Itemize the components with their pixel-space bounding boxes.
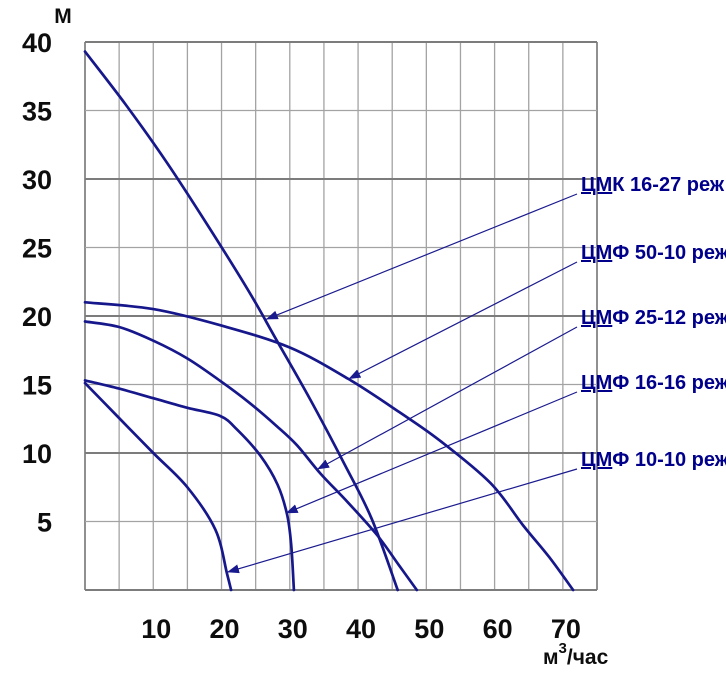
x-axis-unit-label: м3/час [543, 640, 609, 669]
leader-line-ЦМФ-50-10-реж [348, 261, 578, 380]
series-label-ЦМФ-16-16-реж: ЦМФ 16-16 реж [581, 372, 726, 394]
x-tick-label-60: 60 [483, 614, 513, 644]
y-tick-label-15: 15 [22, 371, 52, 401]
y-tick-label-5: 5 [37, 508, 52, 538]
leader-line-ЦМФ-10-10-реж [226, 468, 578, 574]
series-label-ЦМФ-50-10-реж: ЦМФ 50-10 реж [581, 242, 726, 264]
series-curve-ЦМФ-16-16-реж [83, 379, 296, 592]
series-label-ЦМФ-25-12-реж: ЦМФ 25-12 реж [581, 307, 726, 329]
x-tick-label-10: 10 [141, 614, 171, 644]
y-tick-label-10: 10 [22, 439, 52, 469]
x-tick-label-50: 50 [414, 614, 444, 644]
leader-lines-layer [226, 193, 578, 574]
series-curve-ЦМК-16-27-реж [83, 50, 400, 592]
series-label-ЦМК-16-27-реж: ЦМК 16-27 реж [581, 174, 725, 196]
x-tick-label-40: 40 [346, 614, 376, 644]
series-curve-ЦМФ-10-10-реж [83, 381, 233, 592]
y-tick-label-40: 40 [22, 28, 52, 58]
curves-layer [83, 50, 575, 592]
x-tick-label-30: 30 [278, 614, 308, 644]
leader-line-ЦМФ-25-12-реж [316, 326, 578, 470]
y-tick-label-25: 25 [22, 234, 52, 264]
series-curve-ЦМФ-25-12-реж [83, 320, 419, 592]
grid-layer [84, 40, 598, 592]
y-tick-label-20: 20 [22, 302, 52, 332]
leader-line-ЦМК-16-27-реж [265, 193, 578, 320]
series-labels-layer: ЦМК 16-27 реж ЦМФ 50-10 реж ЦМФ 25-12 реж Ц… [581, 174, 726, 471]
y-axis-unit-label: М [54, 5, 72, 28]
leader-line-ЦМФ-16-16-реж [285, 391, 578, 514]
x-tick-label-70: 70 [551, 614, 581, 644]
series-label-ЦМФ-10-10-реж: ЦМФ 10-10 реж [581, 449, 726, 471]
y-tick-label-30: 30 [22, 165, 52, 195]
x-tick-label-20: 20 [210, 614, 240, 644]
axis-labels-layer: 10 20 30 40 50 60 70 40 35 30 25 20 15 10 5 Мм3/час [22, 5, 609, 669]
series-curve-ЦМФ-50-10-реж [83, 300, 575, 592]
y-tick-label-35: 35 [22, 97, 52, 127]
